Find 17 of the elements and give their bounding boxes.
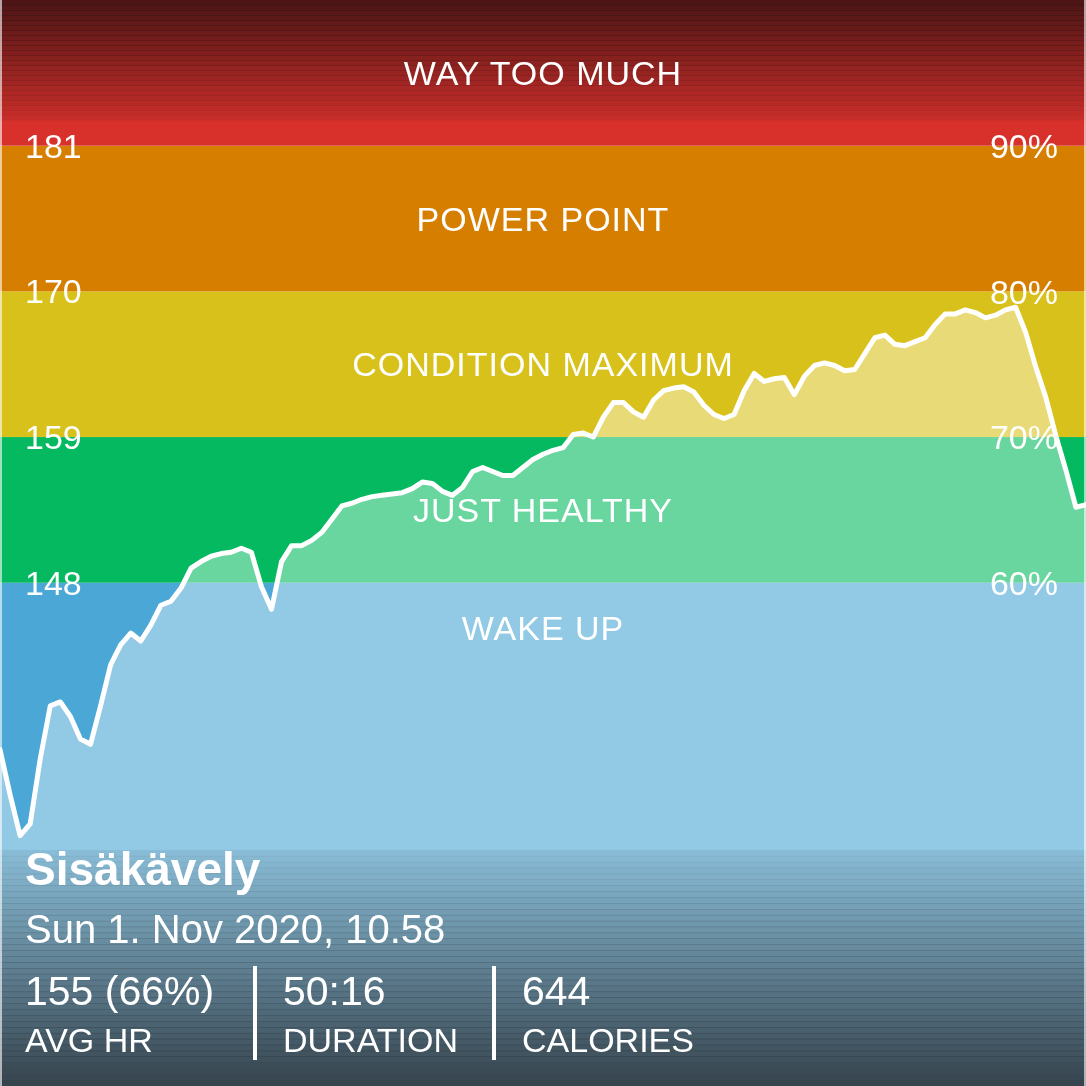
annotation: CALORIES [522, 1021, 694, 1059]
annotation: 644 [522, 968, 591, 1014]
y2-tick-label: 90% [989, 126, 1058, 165]
text: Sisäkävely [25, 843, 261, 895]
annotation: 50:16 [283, 968, 386, 1014]
text: Sun 1. Nov 2020, 10.58 [25, 907, 446, 951]
band-label: WAY TOO MUCH [403, 53, 683, 92]
band-label: JUST HEALTHY [412, 490, 674, 529]
annotation: DURATION [283, 1021, 459, 1059]
band-label: CONDITION MAXIMUM [352, 345, 734, 384]
y-tick-label: 181 [25, 126, 82, 165]
y-tick-label: 170 [25, 272, 82, 311]
y2-tick-label: 80% [989, 272, 1058, 311]
annotation: AVG HR [25, 1021, 153, 1059]
band-label: WAKE UP [461, 608, 625, 647]
band-label: POWER POINT [416, 199, 670, 238]
annotation: 155 (66%) [25, 968, 215, 1014]
